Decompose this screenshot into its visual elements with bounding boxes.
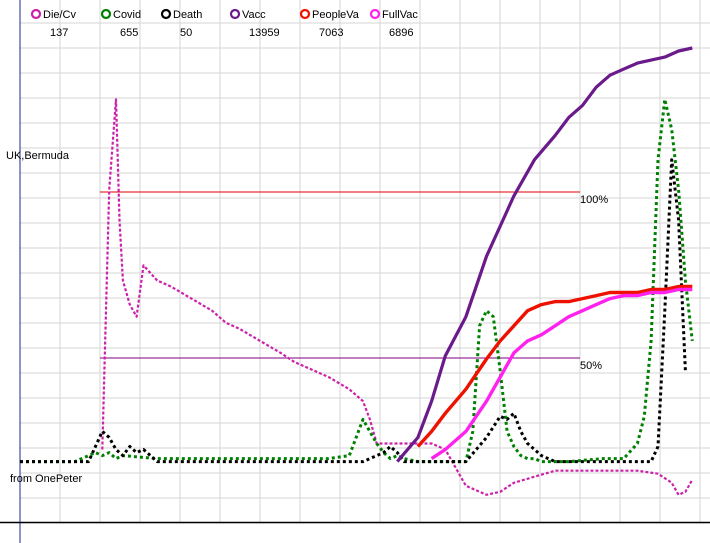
legend-item-fullvac: FullVac 6896 xyxy=(369,8,418,39)
legend-item-die-cv: Die/Cv 137 xyxy=(30,8,77,39)
series-line-die-cv xyxy=(101,98,694,496)
legend: Die/Cv 137 Covid 655 Death 50 Vacc 13959 PeopleV… xyxy=(30,8,418,39)
series-line-peopleva xyxy=(416,284,693,448)
reference-line-label: 100% xyxy=(580,194,608,206)
legend-marker-icon xyxy=(160,8,172,20)
legend-value: 7063 xyxy=(319,27,343,39)
legend-item-peopleva: PeopleVa 7063 xyxy=(299,8,360,39)
legend-item-covid: Covid 655 xyxy=(100,8,141,39)
legend-label: PeopleVa xyxy=(312,9,360,21)
legend-marker-icon xyxy=(299,8,311,20)
legend-value: 6896 xyxy=(389,27,413,39)
credit-label: from OnePeter xyxy=(10,473,82,485)
legend-label: Death xyxy=(173,9,202,21)
legend-marker-icon xyxy=(369,8,381,20)
legend-marker-icon xyxy=(100,8,112,20)
legend-item-vacc: Vacc 13959 xyxy=(229,8,280,39)
series-line-fullvac xyxy=(430,287,693,461)
series-layer xyxy=(20,46,694,496)
reference-lines: 100% 50% xyxy=(100,191,608,372)
legend-label: Vacc xyxy=(242,9,266,21)
series-line-covid xyxy=(20,97,694,464)
legend-item-death: Death 50 xyxy=(160,8,202,39)
legend-value: 13959 xyxy=(249,27,280,39)
legend-label: Die/Cv xyxy=(43,9,77,21)
series-line-vacc xyxy=(396,46,693,463)
reference-line-label: 50% xyxy=(580,360,602,372)
legend-label: FullVac xyxy=(382,9,418,21)
legend-value: 137 xyxy=(50,27,68,39)
legend-value: 655 xyxy=(120,27,138,39)
legend-marker-icon xyxy=(30,8,42,20)
legend-value: 50 xyxy=(180,27,192,39)
region-label: UK,Bermuda xyxy=(6,150,70,162)
legend-label: Covid xyxy=(113,9,141,21)
legend-marker-icon xyxy=(229,8,241,20)
